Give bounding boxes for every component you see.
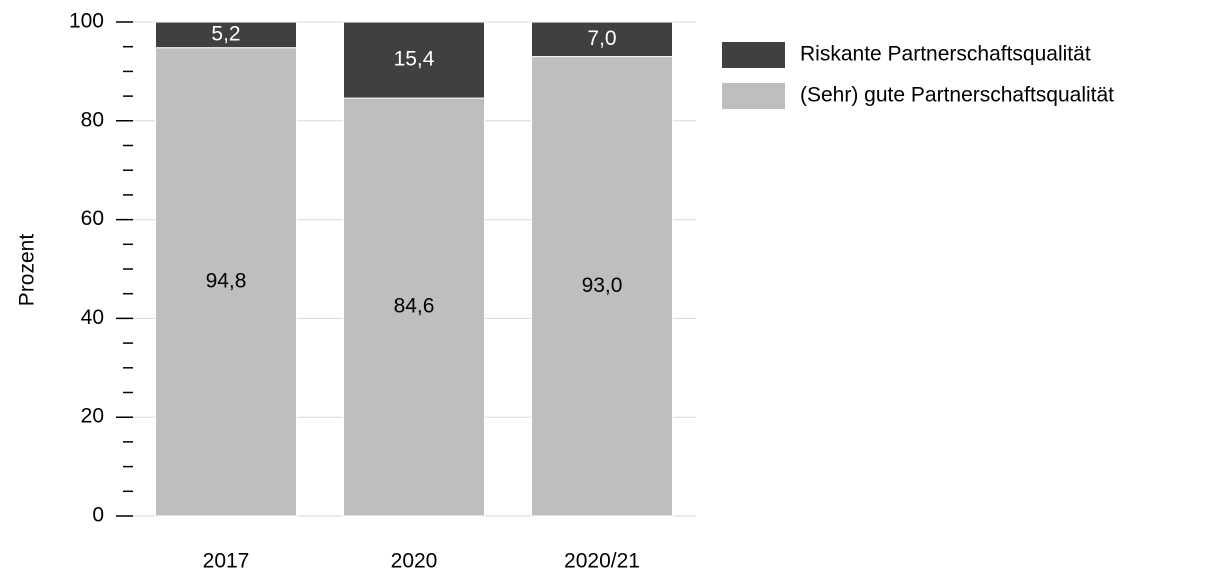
bar-segment (531, 21, 673, 58)
x-tick-label: 2020 (391, 550, 438, 571)
bar-segment (155, 47, 297, 517)
legend-label: Riskante Partnerschaftsqualität (800, 43, 1091, 66)
y-tick-label: 0 (92, 504, 104, 527)
y-tick-label: 60 (81, 207, 104, 230)
y-tick-label: 80 (81, 108, 104, 131)
value-label: 7,0 (587, 27, 616, 50)
y-tick-label: 40 (81, 306, 104, 329)
value-label: 15,4 (394, 48, 435, 71)
y-tick-label: 100 (69, 10, 104, 33)
y-tick-label: 20 (81, 405, 104, 428)
x-tick-label: 2017 (203, 550, 250, 571)
y-axis-label: Prozent (16, 234, 39, 307)
x-tick-label: 2020/21 (564, 550, 640, 571)
value-label: 84,6 (394, 295, 435, 318)
bar-segment (155, 21, 297, 49)
value-label: 5,2 (211, 22, 240, 45)
bar-segment (343, 97, 485, 517)
value-label: 94,8 (206, 269, 247, 292)
bar-segment (343, 21, 485, 99)
legend-swatch (722, 42, 785, 68)
bar-segment (531, 56, 673, 517)
legend-label: (Sehr) gute Partnerschaftsqualität (800, 84, 1114, 107)
legend-swatch (722, 83, 785, 109)
value-label: 93,0 (582, 274, 623, 297)
